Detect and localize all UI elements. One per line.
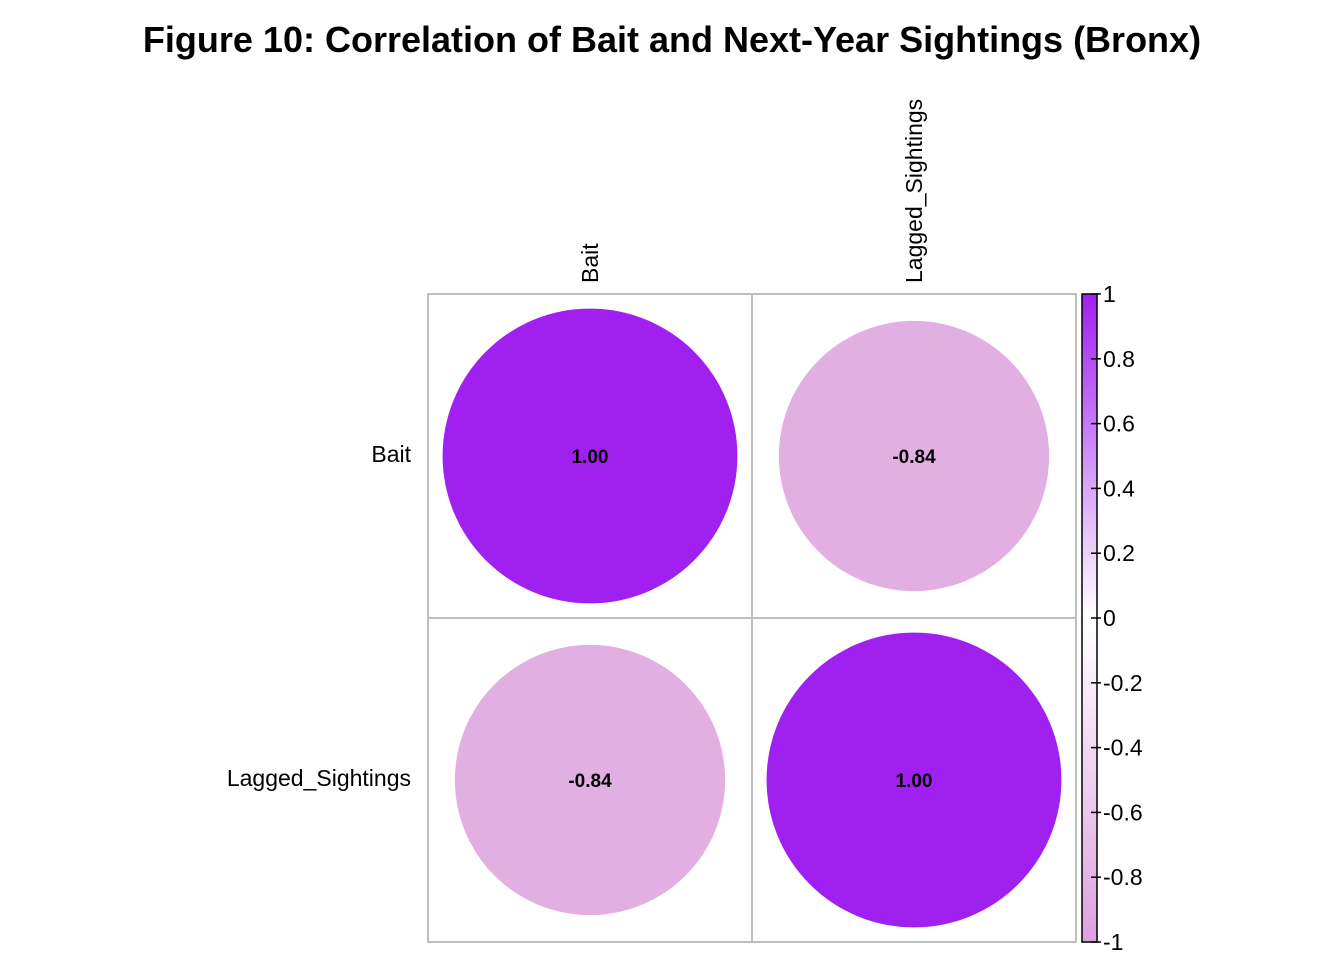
color-legend-tick-label: 1 bbox=[1103, 281, 1116, 307]
correlation-value-Bait-Bait: 1.00 bbox=[572, 447, 609, 468]
color-legend-tick-label: -0.2 bbox=[1103, 670, 1143, 696]
color-legend-tick-label: 0 bbox=[1103, 605, 1116, 631]
correlation-grid bbox=[427, 293, 1077, 943]
color-legend-tick-label: -0.4 bbox=[1103, 735, 1143, 761]
color-legend-tick-label: -0.6 bbox=[1103, 799, 1143, 825]
correlation-value-Lagged_Sightings-Lagged_Sightings: 1.00 bbox=[896, 771, 933, 792]
row-label-Lagged_Sightings: Lagged_Sightings bbox=[227, 765, 411, 791]
color-legend-tick-label: -0.8 bbox=[1103, 864, 1143, 890]
grid-cell-1-1 bbox=[751, 617, 1077, 943]
correlation-circle-Bait-Bait bbox=[442, 308, 738, 604]
color-legend-tick-label: 0.8 bbox=[1103, 346, 1135, 372]
color-legend-tick-label: -1 bbox=[1103, 929, 1123, 955]
correlation-value-Bait-Lagged_Sightings: -0.84 bbox=[892, 447, 936, 468]
correlation-circles: 1.00 -0.84 -0.84 1.00 bbox=[442, 308, 1062, 928]
color-legend-tick-label: 0.2 bbox=[1103, 540, 1135, 566]
color-legend: 1 0.8 0.6 0.4 0.2 0 -0.2 -0.4 -0.6 -0.8 -1 bbox=[1081, 281, 1143, 955]
column-label-Bait: Bait bbox=[577, 243, 603, 283]
correlation-value-Lagged_Sightings-Bait: -0.84 bbox=[568, 771, 612, 792]
color-legend-tick-label: 0.6 bbox=[1103, 411, 1135, 437]
color-legend-tick-label: 0.4 bbox=[1103, 475, 1135, 501]
correlation-circle-Lagged_Sightings-Bait bbox=[454, 644, 726, 916]
correlation-circle-Lagged_Sightings-Lagged_Sightings bbox=[766, 632, 1062, 928]
column-label-Lagged_Sightings: Lagged_Sightings bbox=[901, 99, 927, 283]
chart-title: Figure 10: Correlation of Bait and Next-… bbox=[143, 19, 1201, 60]
correlation-circle-Bait-Lagged_Sightings bbox=[778, 320, 1050, 592]
variable-labels: Bait Bait Lagged_Sightings Lagged_Sightings bbox=[227, 99, 927, 791]
row-label-Bait: Bait bbox=[371, 441, 411, 467]
